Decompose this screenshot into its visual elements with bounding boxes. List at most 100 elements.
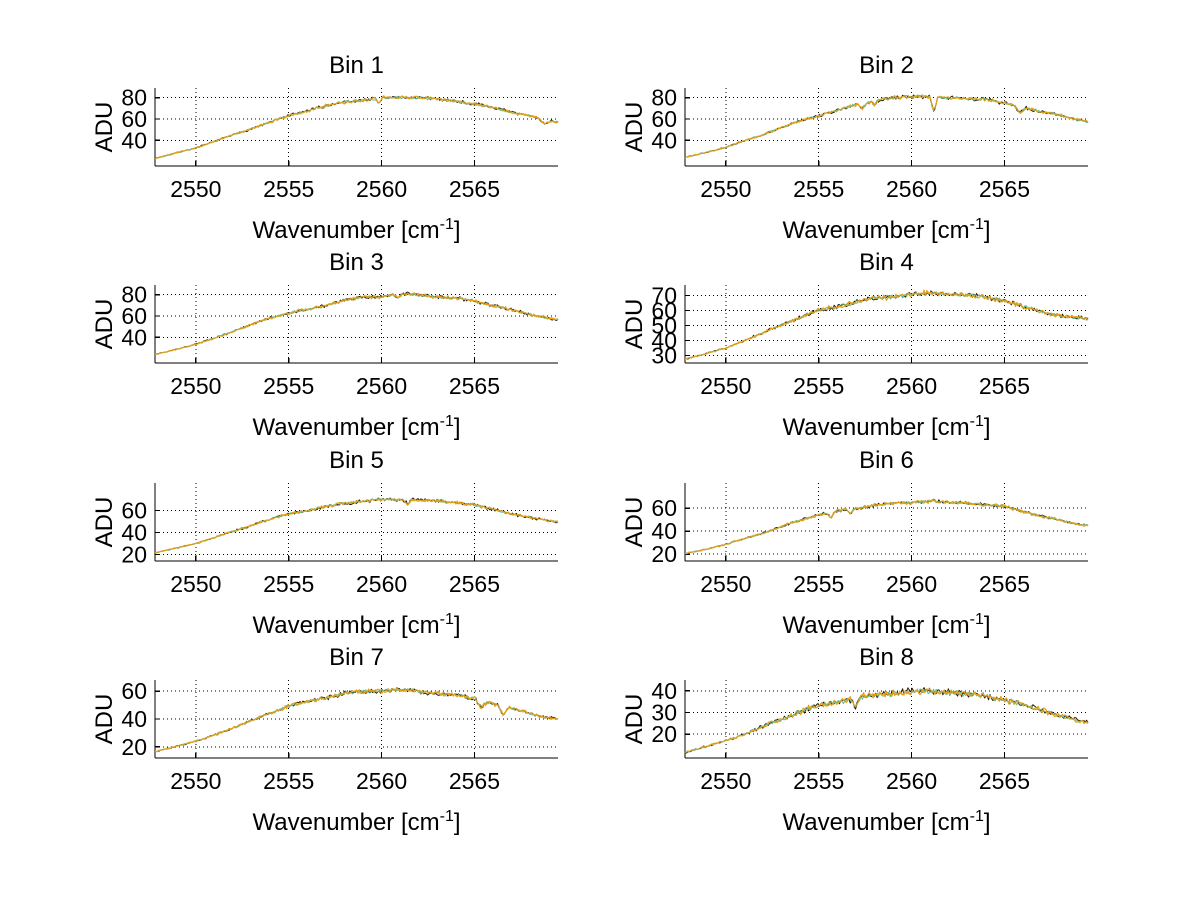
x-tick-label: 2565	[449, 571, 500, 597]
x-tick-label: 2560	[886, 176, 937, 202]
y-tick-label: 20	[121, 734, 147, 760]
x-tick-label: 2560	[886, 373, 937, 399]
y-tick-label: 70	[651, 283, 677, 309]
y-tick-label: 60	[121, 106, 147, 132]
subplot-title: Bin 5	[329, 447, 384, 474]
series-orange	[684, 94, 1089, 159]
subplot-bin-8: Bin 8 ADU 2550 2555 2560 2565 20 30 40 Wavenum…	[565, 640, 1100, 868]
x-axis-label: Wavenumber [cm-1]	[782, 611, 991, 639]
x-tick-label: 2565	[449, 373, 500, 399]
subplot-title: Bin 2	[859, 52, 914, 79]
y-tick-label: 40	[651, 518, 677, 544]
y-tick-label: 40	[121, 127, 147, 153]
x-tick-label: 2560	[356, 768, 407, 794]
series-dark	[154, 95, 559, 160]
x-tick-label: 2560	[886, 571, 937, 597]
series-green	[154, 498, 559, 554]
series-orange	[154, 292, 559, 356]
y-tick-label: 80	[651, 85, 677, 111]
y-tick-label: 20	[651, 721, 677, 747]
series-orange	[684, 498, 1089, 555]
y-tick-label: 40	[651, 328, 677, 354]
subplot-bin-5: Bin 5 ADU 2550 2555 2560 2565 20 40 60 Wavenum…	[35, 443, 570, 671]
x-tick-label: 2555	[263, 176, 314, 202]
x-axis-label: Wavenumber [cm-1]	[782, 216, 991, 244]
y-tick-label: 20	[121, 541, 147, 567]
y-tick-label: 60	[651, 106, 677, 132]
x-tick-label: 2550	[700, 176, 751, 202]
subplot-title: Bin 8	[859, 644, 914, 671]
subplot-bin-4: Bin 4 ADU 2550 2555 2560 2565 30 40 50 60 70 Wav…	[565, 245, 1100, 473]
y-tick-label: 80	[121, 282, 147, 308]
x-tick-label: 2550	[170, 176, 221, 202]
subplot-title: Bin 1	[329, 52, 384, 79]
series-orange	[684, 688, 1089, 753]
x-tick-label: 2555	[793, 571, 844, 597]
x-tick-label: 2555	[793, 176, 844, 202]
x-tick-label: 2560	[356, 571, 407, 597]
x-tick-label: 2555	[263, 373, 314, 399]
series-green	[684, 94, 1089, 159]
x-tick-label: 2550	[700, 768, 751, 794]
series-green	[154, 687, 559, 753]
y-tick-label: 40	[121, 519, 147, 545]
x-tick-label: 2565	[979, 176, 1030, 202]
y-tick-label: 30	[651, 343, 677, 369]
x-tick-label: 2565	[979, 571, 1030, 597]
subplot-title: Bin 3	[329, 249, 384, 276]
series-dark	[154, 291, 559, 355]
x-tick-label: 2550	[170, 373, 221, 399]
x-tick-label: 2555	[263, 571, 314, 597]
x-tick-label: 2560	[356, 176, 407, 202]
x-tick-label: 2555	[793, 373, 844, 399]
x-tick-label: 2560	[356, 373, 407, 399]
series-orange	[154, 497, 559, 554]
subplot-title: Bin 6	[859, 447, 914, 474]
series-dark	[684, 687, 1089, 754]
y-tick-label: 40	[651, 678, 677, 704]
x-tick-label: 2565	[449, 768, 500, 794]
series-dark	[154, 497, 559, 554]
y-tick-label: 40	[121, 324, 147, 350]
series-green	[684, 688, 1089, 754]
subplot-bin-3: Bin 3 ADU 2550 2555 2560 2565 40 60 80 Wavenum…	[35, 245, 570, 473]
y-tick-label: 50	[651, 313, 677, 339]
subplot-bin-1: Bin 1 ADU 2550 2555 2560 2565 40 60 80 Wavenum…	[35, 48, 570, 276]
y-tick-label: 40	[651, 127, 677, 153]
series-green	[154, 95, 559, 160]
y-tick-label: 40	[121, 706, 147, 732]
x-axis-label: Wavenumber [cm-1]	[252, 808, 461, 836]
x-axis-label: Wavenumber [cm-1]	[782, 808, 991, 836]
x-tick-label: 2550	[700, 571, 751, 597]
x-axis-label: Wavenumber [cm-1]	[782, 413, 991, 441]
x-tick-label: 2550	[700, 373, 751, 399]
subplot-bin-2: Bin 2 ADU 2550 2555 2560 2565 40 60 80 Wavenum…	[565, 48, 1100, 276]
y-tick-label: 60	[121, 303, 147, 329]
y-tick-label: 60	[121, 678, 147, 704]
series-dark	[684, 498, 1089, 555]
subplot-bin-6: Bin 6 ADU 2550 2555 2560 2565 20 40 60 Wavenum…	[565, 443, 1100, 671]
y-tick-label: 20	[651, 541, 677, 567]
subplot-title: Bin 7	[329, 644, 384, 671]
x-tick-label: 2565	[449, 176, 500, 202]
x-axis-label: Wavenumber [cm-1]	[252, 413, 461, 441]
series-dark	[154, 687, 559, 753]
x-axis-label: Wavenumber [cm-1]	[252, 216, 461, 244]
x-tick-label: 2555	[263, 768, 314, 794]
x-axis-label: Wavenumber [cm-1]	[252, 611, 461, 639]
x-tick-label: 2560	[886, 768, 937, 794]
series-orange	[154, 687, 559, 753]
x-tick-label: 2565	[979, 373, 1030, 399]
x-tick-label: 2565	[979, 768, 1030, 794]
series-green	[154, 292, 559, 355]
series-dark	[684, 94, 1089, 158]
x-tick-label: 2550	[170, 571, 221, 597]
